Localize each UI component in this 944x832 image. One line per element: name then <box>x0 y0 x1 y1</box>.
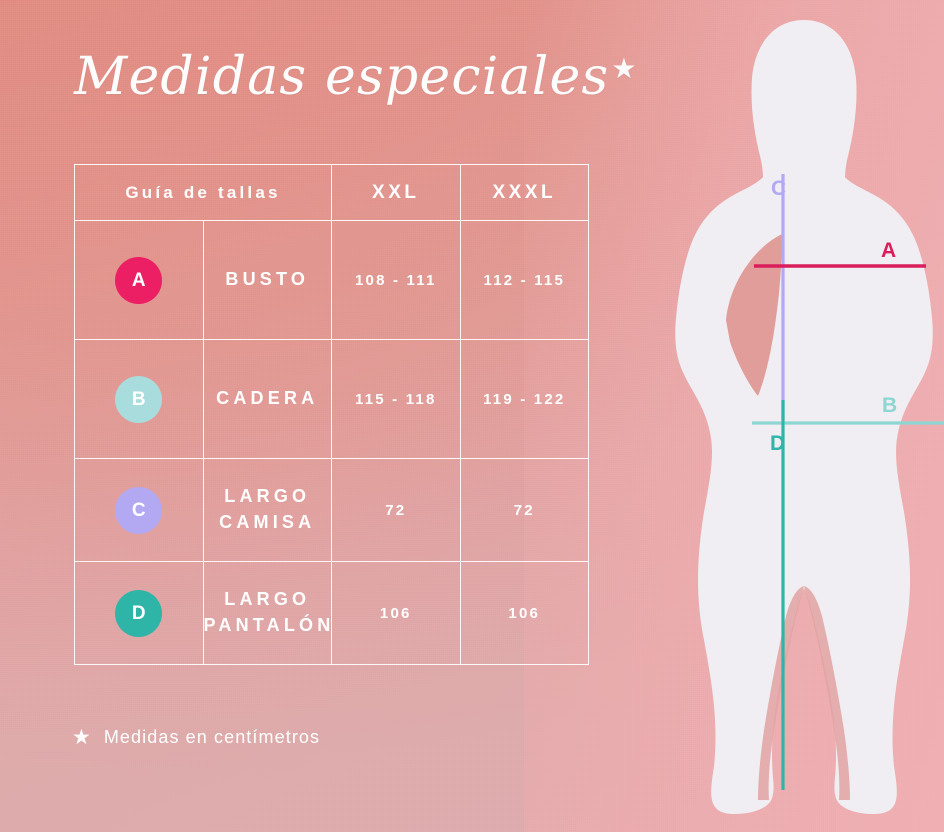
row-label-line1: LARGO <box>224 486 311 507</box>
column-header-xxl: XXL <box>331 164 461 221</box>
star-icon: ★ <box>72 726 91 749</box>
table-row: B CADERA 115 - 118 119 - 122 <box>74 339 589 459</box>
table-row: D LARGO PANTALÓN 106 106 <box>74 561 589 665</box>
badge-a: A <box>115 256 163 304</box>
column-header-guide: Guía de tallas <box>74 164 332 221</box>
row-label-largo-pantalon: LARGO PANTALÓN <box>202 561 335 665</box>
row-label-largo-camisa: LARGO CAMISA <box>202 458 332 562</box>
table-header: Guía de tallas XXL XXXL <box>74 164 589 221</box>
footnote-text: Medidas en centímetros <box>103 727 321 747</box>
cell-cadera-xxl: 115 - 118 <box>331 339 461 459</box>
cell-cadera-xxxl: 119 - 122 <box>459 339 589 459</box>
row-badge-cell-c: C <box>74 458 204 562</box>
arm-gap <box>726 234 782 396</box>
badge-d: D <box>115 589 163 637</box>
row-label-busto: BUSTO <box>202 220 332 340</box>
cell-largo-pantalon-xxl: 106 <box>331 561 461 665</box>
measure-label-a: A <box>881 239 897 262</box>
female-silhouette <box>675 20 933 814</box>
table-row: A BUSTO 108 - 111 112 - 115 <box>74 220 589 340</box>
measure-label-c: C <box>771 177 787 200</box>
row-label-line1: LARGO <box>224 589 311 610</box>
measure-label-d: D <box>770 432 786 455</box>
row-badge-cell-a: A <box>74 220 204 340</box>
footnote: ★ Medidas en centímetros <box>72 727 320 748</box>
row-label-line2: CAMISA <box>219 512 316 532</box>
leg-gap <box>758 586 804 800</box>
cell-largo-camisa-xxl: 72 <box>331 458 461 562</box>
row-label-cadera: CADERA <box>202 339 332 459</box>
table-row: C LARGO CAMISA 72 72 <box>74 458 589 562</box>
page-title-text: Medidas especiales <box>74 47 610 107</box>
cell-largo-camisa-xxxl: 72 <box>459 458 589 562</box>
cell-busto-xxl: 108 - 111 <box>331 220 461 340</box>
badge-b: B <box>115 375 163 423</box>
model-figure-illustration: C A B D <box>654 0 944 832</box>
row-badge-cell-b: B <box>74 339 204 459</box>
cell-largo-pantalon-xxxl: 106 <box>459 561 589 665</box>
cell-busto-xxxl: 112 - 115 <box>459 220 589 340</box>
table-header-row: Guía de tallas XXL XXXL <box>74 164 589 221</box>
size-guide-table: Guía de tallas XXL XXXL A BUSTO 108 - 11… <box>74 164 589 665</box>
page-title: Medidas especiales★ <box>74 47 638 107</box>
badge-c: C <box>115 486 163 534</box>
column-header-xxxl: XXXL <box>459 164 589 221</box>
table-body: A BUSTO 108 - 111 112 - 115 B CADERA 115… <box>74 220 589 665</box>
leg-gap-right <box>804 586 850 800</box>
row-badge-cell-d: D <box>74 561 204 665</box>
measure-label-b: B <box>882 394 898 417</box>
star-icon: ★ <box>611 52 638 85</box>
row-label-line2: PANTALÓN <box>203 615 335 635</box>
